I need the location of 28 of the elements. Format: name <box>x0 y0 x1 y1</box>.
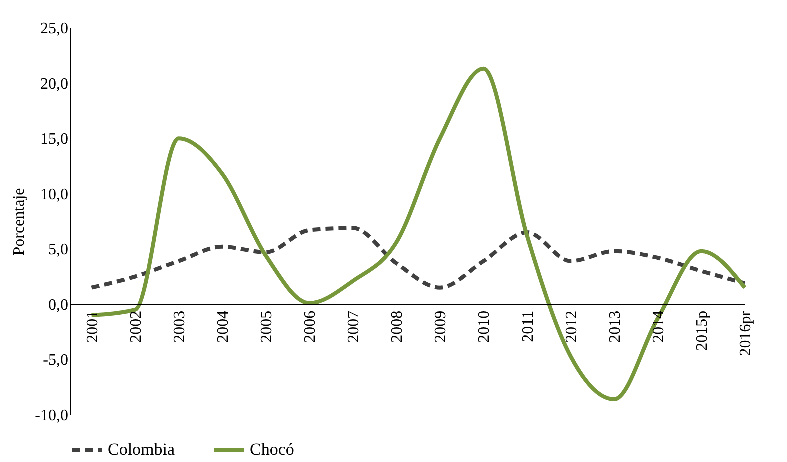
x-tick-label: 2014 <box>650 310 668 343</box>
legend-label: Chocó <box>250 440 294 459</box>
x-tick-label: 2006 <box>302 310 320 343</box>
x-tick-label: 2011 <box>520 310 537 342</box>
y-tick-label: 10,0 <box>40 186 68 204</box>
y-tick-label: 15,0 <box>40 131 68 148</box>
legend-label: Colombia <box>108 440 176 459</box>
x-tick-label: 2013 <box>606 310 624 343</box>
y-tick-label: -10,0 <box>35 408 68 424</box>
x-tick-label: 2010 <box>476 310 494 343</box>
y-axis-title: Porcentaje <box>11 188 28 256</box>
y-tick-label: 20,0 <box>40 76 68 93</box>
x-tick-label: 2008 <box>389 310 406 343</box>
y-tick-label: 0,0 <box>48 296 68 314</box>
x-tick-label: 2002 <box>128 310 145 343</box>
y-tick-label: 5,0 <box>48 242 68 259</box>
x-tick-label: 2016pr <box>738 310 754 356</box>
x-tick-label: 2001 <box>84 310 102 343</box>
x-tick-label: 2004 <box>214 310 232 343</box>
x-tick-label: 2015p <box>694 310 711 351</box>
y-tick-label: 25,0 <box>40 20 68 38</box>
x-tick-label: 2007 <box>346 310 363 343</box>
x-tick-label: 2012 <box>563 310 580 343</box>
y-tick-label: -5,0 <box>43 352 68 370</box>
x-tick-label: 2003 <box>171 310 188 343</box>
x-tick-label: 2005 <box>258 310 276 343</box>
x-tick-label: 2009 <box>432 310 450 343</box>
line-series <box>90 226 747 290</box>
